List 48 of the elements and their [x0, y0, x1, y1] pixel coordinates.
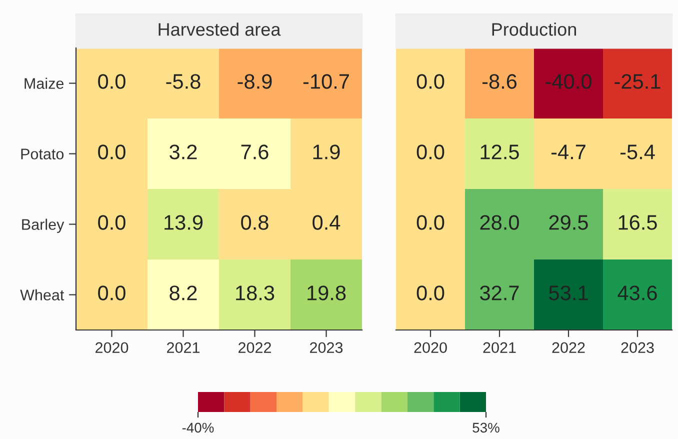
data-label: 0.0	[98, 215, 126, 230]
data-label: -8.9	[238, 74, 272, 89]
data-label: 8.2	[170, 286, 197, 300]
data-label: 0.4	[312, 215, 340, 230]
data-label: 19.8	[308, 286, 346, 300]
data-label: 32.7	[480, 286, 519, 300]
data-label: -40.0	[546, 74, 592, 89]
data-label: 0.0	[416, 286, 444, 300]
y-tick-label: Potato	[21, 148, 64, 160]
x-tick-label: 2021	[483, 342, 516, 354]
data-label: 53.1	[549, 286, 588, 300]
data-label: 3.2	[170, 144, 197, 160]
color-bar-label: 53%	[472, 422, 500, 433]
data-label: 0.0	[98, 74, 126, 89]
data-label: 16.5	[618, 215, 657, 230]
data-label: 1.9	[313, 144, 340, 160]
data-label: 18.3	[236, 286, 274, 300]
x-tick-label: 2021	[167, 342, 200, 354]
x-tick-label: 2020	[414, 342, 447, 354]
data-label: -5.8	[166, 74, 200, 89]
data-label: 29.5	[549, 215, 588, 230]
data-label: 0.0	[416, 74, 444, 89]
x-tick-label: 2023	[310, 342, 343, 354]
data-label: 0.0	[98, 144, 126, 160]
y-tick-label: Barley	[22, 218, 64, 233]
x-tick-label: 2020	[96, 342, 128, 354]
chart-title: Production	[492, 22, 576, 36]
data-label: 43.6	[618, 286, 657, 300]
data-label: -25.1	[614, 74, 660, 89]
data-label: 0.0	[98, 286, 126, 300]
data-label: 0.0	[416, 144, 444, 160]
color-bar-label: -40%	[182, 422, 214, 433]
data-label: 0.8	[241, 215, 268, 230]
x-tick-label: 2022	[552, 342, 585, 354]
y-tick-label: Maize	[24, 78, 64, 89]
data-label: 13.9	[164, 215, 203, 230]
data-label: 28.0	[480, 215, 519, 230]
x-tick-label: 2022	[238, 342, 271, 354]
data-label: 12.5	[480, 144, 519, 160]
data-label: -5.4	[620, 144, 655, 160]
data-label: -4.7	[551, 144, 586, 160]
data-label: -8.6	[482, 74, 517, 89]
data-label: 7.6	[241, 144, 268, 160]
data-label: 0.0	[416, 215, 444, 230]
y-tick-label: Wheat	[20, 289, 64, 300]
chart-title: Harvested area	[158, 22, 281, 36]
x-tick-label: 2023	[621, 342, 654, 354]
data-label: -10.7	[303, 74, 349, 89]
